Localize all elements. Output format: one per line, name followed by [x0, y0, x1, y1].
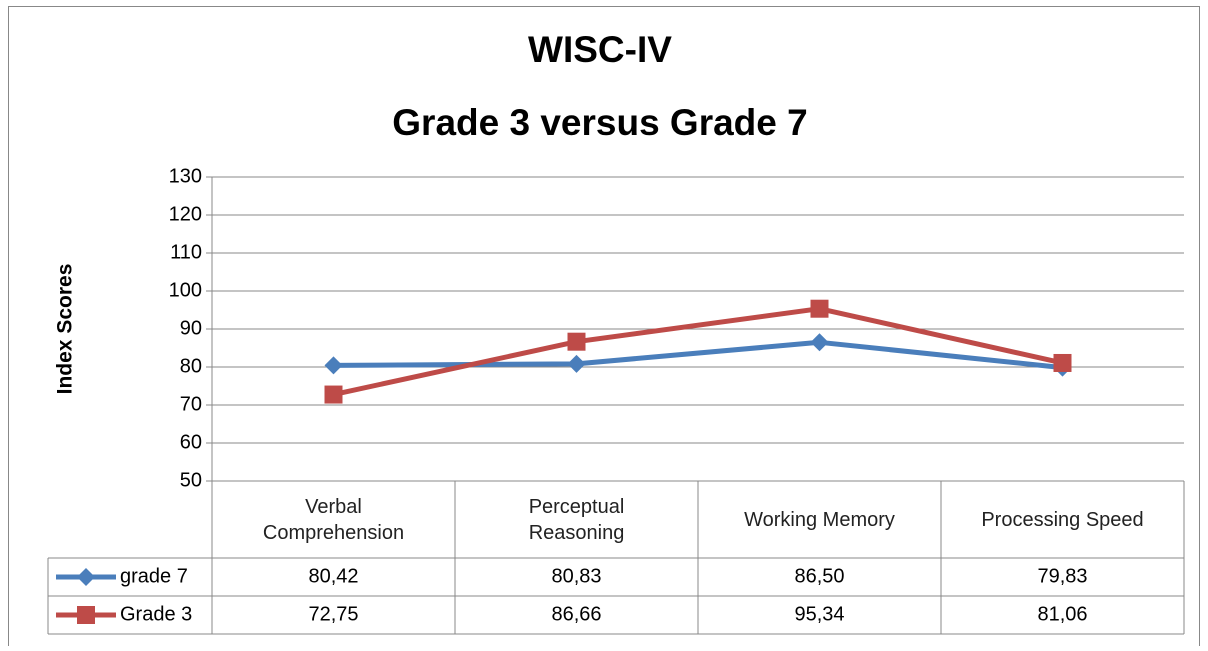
series-line	[333, 339, 1063, 371]
table-value: 80,83	[551, 565, 601, 587]
marker	[567, 354, 586, 373]
marker	[77, 568, 95, 586]
chart-subtitle: Grade 3 versus Grade 7	[392, 102, 807, 143]
marker	[810, 299, 829, 318]
table-value: 72,75	[308, 603, 358, 625]
x-tick-label: Working Memory	[744, 508, 895, 531]
y-tick-label: 120	[169, 203, 202, 225]
y-tick-label: 70	[180, 393, 202, 415]
marker	[1053, 353, 1072, 372]
table-value: 80,42	[308, 565, 358, 587]
x-tick-label: Perceptual Reasoning	[528, 495, 625, 544]
legend-label: grade 7	[120, 565, 188, 587]
x-tick-label: Processing Speed	[981, 508, 1144, 531]
y-tick-label: 100	[169, 279, 202, 301]
category-cell: Perceptual Reasoning	[528, 495, 625, 544]
marker	[324, 356, 343, 375]
table-value: 81,06	[1037, 603, 1087, 625]
table-value: 79,83	[1037, 565, 1087, 587]
y-tick-label: 60	[180, 431, 202, 453]
y-tick-label: 80	[180, 355, 202, 377]
y-axis-title: Index Scores	[54, 264, 77, 395]
marker	[810, 333, 829, 352]
legend-label: Grade 3	[120, 603, 192, 625]
table-value: 86,66	[551, 603, 601, 625]
y-tick-label: 50	[180, 469, 202, 491]
category-cell: Processing Speed	[981, 508, 1144, 531]
y-tick-label: 130	[169, 165, 202, 187]
y-tick-label: 110	[170, 241, 202, 263]
table-value: 95,34	[794, 603, 844, 625]
chart-title: WISC-IV	[528, 29, 672, 70]
category-cell: Verbal Comprehension	[262, 495, 405, 544]
y-tick-label: 90	[180, 317, 202, 339]
category-cell: Working Memory	[744, 508, 895, 531]
marker	[77, 606, 95, 624]
marker	[324, 385, 343, 404]
series-line	[332, 306, 1064, 397]
marker	[567, 332, 586, 351]
table-value: 86,50	[794, 565, 844, 587]
x-tick-label: Verbal Comprehension	[262, 495, 405, 544]
